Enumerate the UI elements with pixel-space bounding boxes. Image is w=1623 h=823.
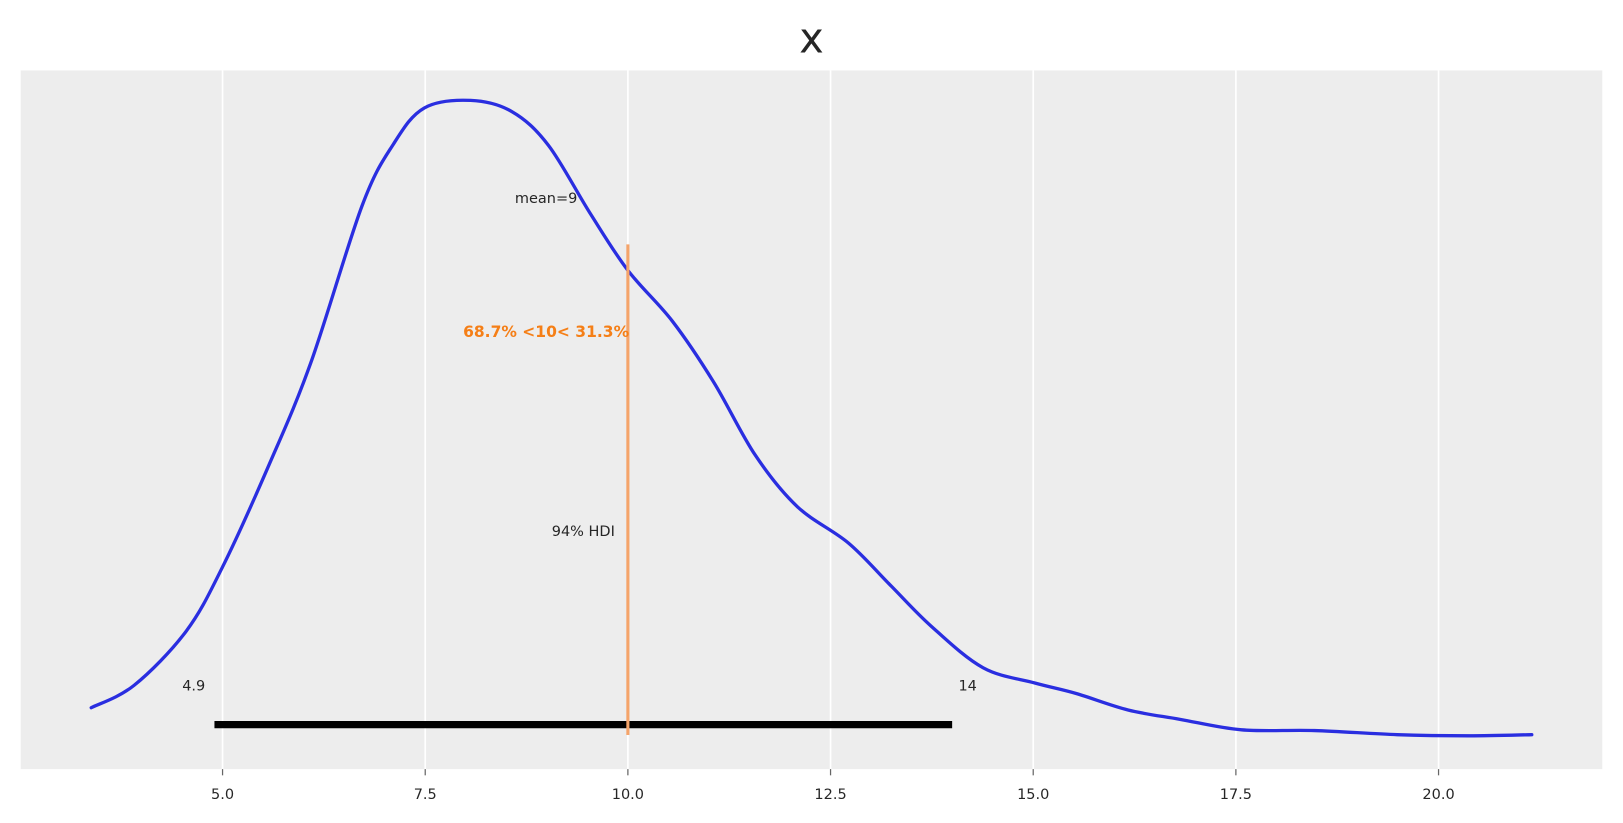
x-tick-label: 5.0 (211, 787, 234, 803)
marks (89, 98, 1534, 738)
x-tick-label: 17.5 (1220, 787, 1252, 803)
x-tick-label: 7.5 (414, 787, 437, 803)
plot-background (20, 70, 1603, 770)
chart-title: x (799, 14, 823, 62)
x-tick-label: 12.5 (814, 787, 846, 803)
hdi-label: 94% HDI (552, 524, 615, 540)
hdi-low-label: 4.9 (182, 678, 205, 694)
reference-label: 68.7% <10< 31.3% (463, 323, 630, 341)
x-tick-label: 20.0 (1422, 787, 1454, 803)
x-tick-label: 15.0 (1017, 787, 1049, 803)
mean-label: mean=9 (515, 191, 577, 207)
x-tick-label: 10.0 (612, 787, 644, 803)
hdi-high-label: 14 (958, 678, 976, 694)
density-line (89, 98, 1534, 738)
